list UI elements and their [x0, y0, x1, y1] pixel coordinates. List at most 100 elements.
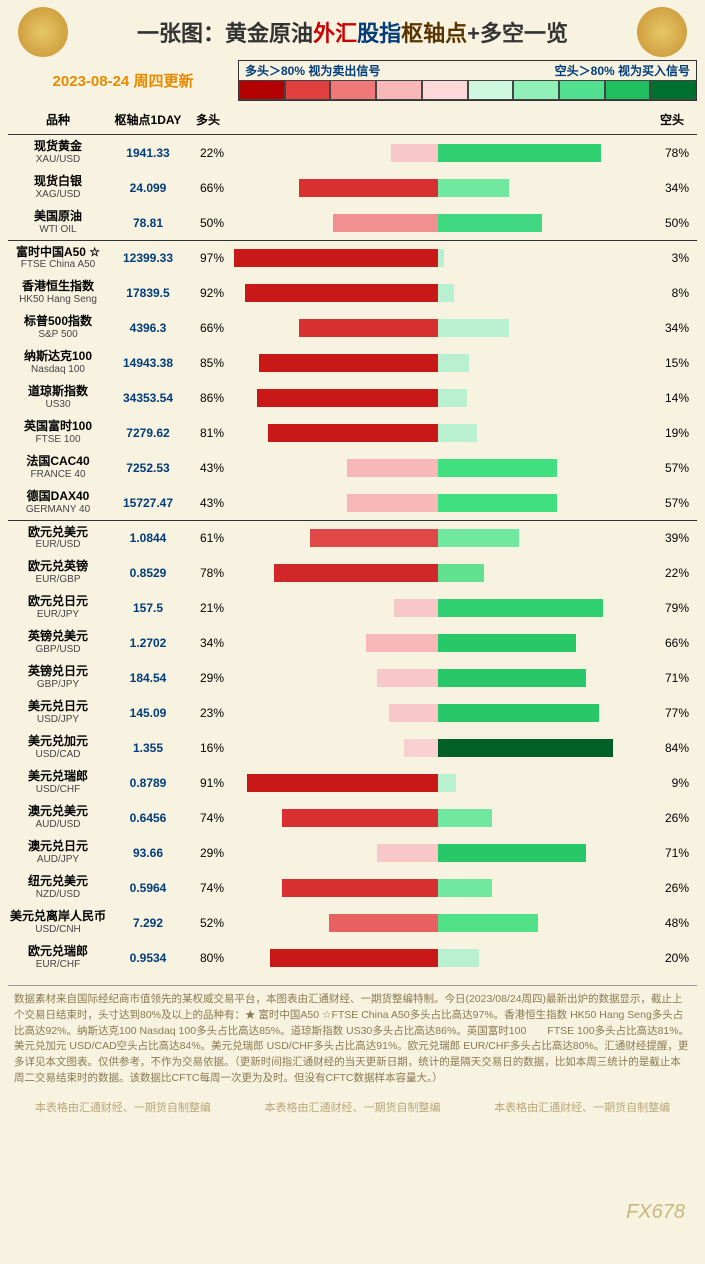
- instrument-name: 香港恒生指数HK50 Hang Seng: [8, 280, 108, 304]
- instrument-name: 现货白银XAG/USD: [8, 175, 108, 199]
- instrument-name: 英镑兑美元GBP/USD: [8, 630, 108, 654]
- sentiment-bar: [228, 319, 647, 337]
- sentiment-bar: [228, 249, 647, 267]
- pivot-value: 184.54: [108, 671, 188, 685]
- long-pct: 52%: [188, 916, 228, 930]
- long-pct: 74%: [188, 811, 228, 825]
- header-short: 空头: [647, 111, 697, 128]
- table-row: 德国DAX40GERMANY 4015727.4743% 57%: [8, 485, 697, 520]
- pivot-value: 0.8789: [108, 776, 188, 790]
- sentiment-bar: [228, 669, 647, 687]
- table-row: 美元兑离岸人民币USD/CNH7.29252%48%: [8, 905, 697, 940]
- sentiment-bar: [228, 914, 647, 932]
- table-row: 标普500指数S&P 5004396.366%34%: [8, 310, 697, 345]
- instrument-name: 标普500指数S&P 500: [8, 315, 108, 339]
- pivot-value: 14943.38: [108, 356, 188, 370]
- pivot-value: 78.81: [108, 216, 188, 230]
- header-pivot: 枢轴点1DAY: [108, 111, 188, 128]
- pivot-value: 1.355: [108, 741, 188, 755]
- short-pct: 26%: [647, 881, 697, 895]
- table-row: 道琼斯指数US3034353.5486%14%: [8, 380, 697, 415]
- long-pct: 85%: [188, 356, 228, 370]
- instrument-name: 英国富时100FTSE 100: [8, 420, 108, 444]
- pivot-value: 12399.33: [108, 251, 188, 265]
- table-row: 欧元兑英镑EUR/GBP0.852978%22%: [8, 555, 697, 590]
- long-pct: 97%: [188, 251, 228, 265]
- legend-gradient: [239, 80, 696, 100]
- pivot-value: 7252.53: [108, 461, 188, 475]
- pivot-value: 0.8529: [108, 566, 188, 580]
- pivot-value: 17839.5: [108, 286, 188, 300]
- footer-note: 数据素材来自国际经纪商市值领先的某权威交易平台，本图表由汇通财经、一期货整编特制…: [8, 985, 697, 1093]
- instrument-name: 德国DAX40GERMANY 40: [8, 490, 108, 514]
- header-name: 品种: [8, 111, 108, 128]
- short-pct: 8%: [647, 286, 697, 300]
- header-long: 多头: [188, 111, 228, 128]
- sentiment-bar: [228, 879, 647, 897]
- legend-left-text: 多头＞80% 视为卖出信号: [245, 62, 380, 79]
- instrument-name: 欧元兑英镑EUR/GBP: [8, 560, 108, 584]
- table-row: 美元兑瑞郎USD/CHF0.878991%9%: [8, 765, 697, 800]
- pivot-value: 93.66: [108, 846, 188, 860]
- long-pct: 86%: [188, 391, 228, 405]
- pivot-value: 24.099: [108, 181, 188, 195]
- pivot-value: 34353.54: [108, 391, 188, 405]
- short-pct: 79%: [647, 601, 697, 615]
- update-date: 2023-08-24 周四更新: [8, 70, 238, 91]
- pivot-value: 4396.3: [108, 321, 188, 335]
- watermark-row: 本表格由汇通财经、一期货自制整编 本表格由汇通财经、一期货自制整编 本表格由汇通…: [8, 1093, 697, 1121]
- pivot-value: 1.2702: [108, 636, 188, 650]
- pivot-value: 0.9534: [108, 951, 188, 965]
- short-pct: 34%: [647, 321, 697, 335]
- instrument-name: 现货黄金XAU/USD: [8, 140, 108, 164]
- long-pct: 21%: [188, 601, 228, 615]
- sentiment-bar: [228, 774, 647, 792]
- pivot-value: 1.0844: [108, 531, 188, 545]
- short-pct: 84%: [647, 741, 697, 755]
- pivot-value: 7279.62: [108, 426, 188, 440]
- sentiment-bar: [228, 949, 647, 967]
- long-pct: 66%: [188, 181, 228, 195]
- pivot-value: 7.292: [108, 916, 188, 930]
- instrument-name: 澳元兑美元AUD/USD: [8, 805, 108, 829]
- table-row: 澳元兑美元AUD/USD0.645674% 26%: [8, 800, 697, 835]
- watermark-3: 本表格由汇通财经、一期货自制整编: [494, 1099, 670, 1115]
- pivot-value: 0.6456: [108, 811, 188, 825]
- sentiment-bar: [228, 214, 647, 232]
- instrument-name: 美元兑离岸人民币USD/CNH: [8, 910, 108, 934]
- short-pct: 26%: [647, 811, 697, 825]
- logo-right: [637, 7, 687, 57]
- short-pct: 34%: [647, 181, 697, 195]
- legend-right-text: 空头＞80% 视为买入信号: [555, 62, 690, 79]
- sentiment-bar: [228, 599, 647, 617]
- table-row: 美元兑加元USD/CAD1.35516%84%: [8, 730, 697, 765]
- sentiment-bar: [228, 634, 647, 652]
- pivot-value: 0.5964: [108, 881, 188, 895]
- short-pct: 78%: [647, 146, 697, 160]
- long-pct: 43%: [188, 496, 228, 510]
- long-pct: 29%: [188, 846, 228, 860]
- short-pct: 57%: [647, 496, 697, 510]
- table-row: 纽元兑美元NZD/USD0.596474%26%: [8, 870, 697, 905]
- short-pct: 22%: [647, 566, 697, 580]
- instrument-name: 美元兑日元USD/JPY: [8, 700, 108, 724]
- instrument-name: 纽元兑美元NZD/USD: [8, 875, 108, 899]
- pivot-value: 15727.47: [108, 496, 188, 510]
- sentiment-bar: [228, 389, 647, 407]
- instrument-name: 欧元兑瑞郎EUR/CHF: [8, 945, 108, 969]
- legend-box: 多头＞80% 视为卖出信号 空头＞80% 视为买入信号: [238, 60, 697, 101]
- long-pct: 81%: [188, 426, 228, 440]
- table-row: 法国CAC40FRANCE 407252.5343%57%: [8, 450, 697, 485]
- instrument-name: 美元兑加元USD/CAD: [8, 735, 108, 759]
- long-pct: 61%: [188, 531, 228, 545]
- short-pct: 71%: [647, 671, 697, 685]
- pivot-value: 1941.33: [108, 146, 188, 160]
- instrument-name: 美元兑瑞郎USD/CHF: [8, 770, 108, 794]
- sentiment-bar: [228, 739, 647, 757]
- short-pct: 39%: [647, 531, 697, 545]
- long-pct: 80%: [188, 951, 228, 965]
- sentiment-bar: [228, 564, 647, 582]
- watermark-1: 本表格由汇通财经、一期货自制整编: [35, 1099, 211, 1115]
- fx678-watermark: FX678: [626, 1201, 685, 1224]
- short-pct: 71%: [647, 846, 697, 860]
